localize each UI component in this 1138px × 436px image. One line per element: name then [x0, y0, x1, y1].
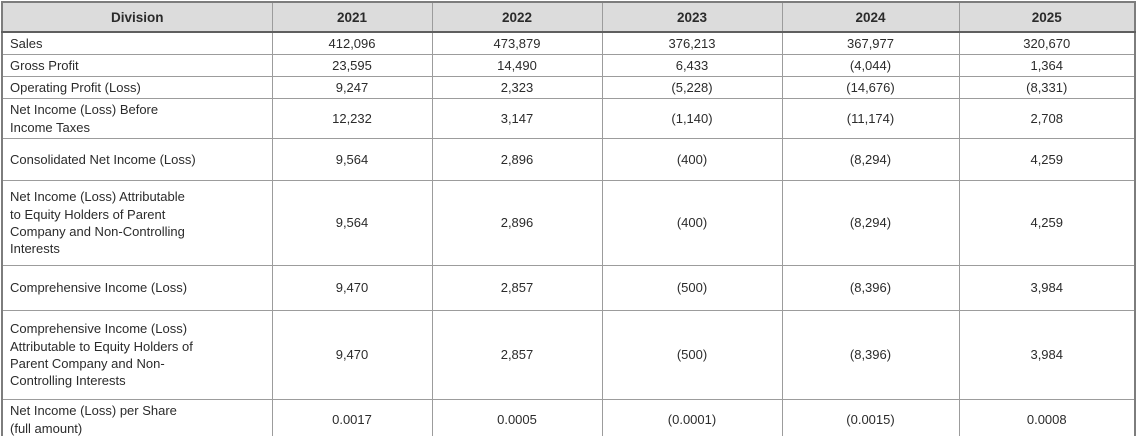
- value-cell-2023: (1,140): [601, 98, 783, 139]
- value-cell-2024: (11,174): [781, 98, 960, 139]
- division-label: Gross Profit: [1, 54, 273, 78]
- value-cell-2022: 3,147: [431, 98, 603, 139]
- column-header-year-2023: 2023: [601, 1, 783, 33]
- value-cell-2025: 3,984: [958, 309, 1136, 400]
- value-cell-2023: (500): [601, 309, 783, 400]
- value-cell-2024: (4,044): [781, 54, 960, 78]
- value-cell-2024: 367,977: [781, 31, 960, 56]
- value-cell-2025: 2,708: [958, 98, 1136, 139]
- value-cell-2025: 3,984: [958, 264, 1136, 311]
- value-cell-2022: 473,879: [431, 31, 603, 56]
- value-cell-2025: 4,259: [958, 137, 1136, 181]
- value-cell-2021: 9,247: [271, 76, 433, 100]
- value-cell-2025: 4,259: [958, 179, 1136, 266]
- division-label: Consolidated Net Income (Loss): [1, 137, 273, 181]
- value-cell-2025: (8,331): [958, 76, 1136, 100]
- value-cell-2023: (400): [601, 179, 783, 266]
- value-cell-2021: 9,564: [271, 137, 433, 181]
- table-row: Sales 412,096 473,879 376,213 367,977 320,670: [1, 31, 1136, 56]
- value-cell-2024: (0.0015): [781, 398, 960, 436]
- table-row: Comprehensive Income (Loss) 9,470 2,857 (50…: [1, 264, 1136, 311]
- value-cell-2021: 23,595: [271, 54, 433, 78]
- value-cell-2021: 412,096: [271, 31, 433, 56]
- value-cell-2022: 14,490: [431, 54, 603, 78]
- value-cell-2021: 9,470: [271, 264, 433, 311]
- value-cell-2021: 9,564: [271, 179, 433, 266]
- value-cell-2023: (5,228): [601, 76, 783, 100]
- value-cell-2023: (400): [601, 137, 783, 181]
- column-header-division: Division: [1, 1, 273, 33]
- value-cell-2023: 376,213: [601, 31, 783, 56]
- value-cell-2025: 1,364: [958, 54, 1136, 78]
- value-cell-2022: 2,896: [431, 179, 603, 266]
- column-header-year-2024: 2024: [781, 1, 960, 33]
- division-label: Net Income (Loss) Attributable to Equity…: [1, 179, 273, 266]
- value-cell-2022: 2,896: [431, 137, 603, 181]
- table-row: Operating Profit (Loss) 9,247 2,323 (5,228)…: [1, 76, 1136, 100]
- value-cell-2025: 0.0008: [958, 398, 1136, 436]
- value-cell-2022: 2,857: [431, 309, 603, 400]
- value-cell-2023: 6,433: [601, 54, 783, 78]
- table-row: Net Income (Loss) per Share (full amount…: [1, 398, 1136, 436]
- table-row: Net Income (Loss) Before Income Taxes 12,…: [1, 98, 1136, 139]
- value-cell-2024: (8,294): [781, 179, 960, 266]
- division-label: Comprehensive Income (Loss) Attributable…: [1, 309, 273, 400]
- table-row: Net Income (Loss) Attributable to Equity…: [1, 179, 1136, 266]
- value-cell-2021: 12,232: [271, 98, 433, 139]
- value-cell-2022: 2,857: [431, 264, 603, 311]
- table-row: Comprehensive Income (Loss) Attributable…: [1, 309, 1136, 400]
- division-label: Comprehensive Income (Loss): [1, 264, 273, 311]
- value-cell-2022: 2,323: [431, 76, 603, 100]
- value-cell-2023: (0.0001): [601, 398, 783, 436]
- division-label: Net Income (Loss) per Share (full amount…: [1, 398, 273, 436]
- value-cell-2021: 9,470: [271, 309, 433, 400]
- column-header-year-2022: 2022: [431, 1, 603, 33]
- value-cell-2021: 0.0017: [271, 398, 433, 436]
- division-label: Operating Profit (Loss): [1, 76, 273, 100]
- table-row: Consolidated Net Income (Loss) 9,564 2,896…: [1, 137, 1136, 181]
- value-cell-2023: (500): [601, 264, 783, 311]
- division-label: Net Income (Loss) Before Income Taxes: [1, 98, 273, 139]
- value-cell-2024: (8,396): [781, 309, 960, 400]
- value-cell-2025: 320,670: [958, 31, 1136, 56]
- value-cell-2024: (8,294): [781, 137, 960, 181]
- value-cell-2022: 0.0005: [431, 398, 603, 436]
- division-label: Sales: [1, 31, 273, 56]
- table-row: Gross Profit 23,595 14,490 6,433 (4,044) 1,36…: [1, 54, 1136, 78]
- column-header-year-2021: 2021: [271, 1, 433, 33]
- value-cell-2024: (8,396): [781, 264, 960, 311]
- table-body: Sales 412,096 473,879 376,213 367,977 320,670…: [1, 31, 1136, 436]
- value-cell-2024: (14,676): [781, 76, 960, 100]
- column-header-year-2025: 2025: [958, 1, 1136, 33]
- header-row: Division 2021 2022 2023 2024 2025: [1, 1, 1136, 33]
